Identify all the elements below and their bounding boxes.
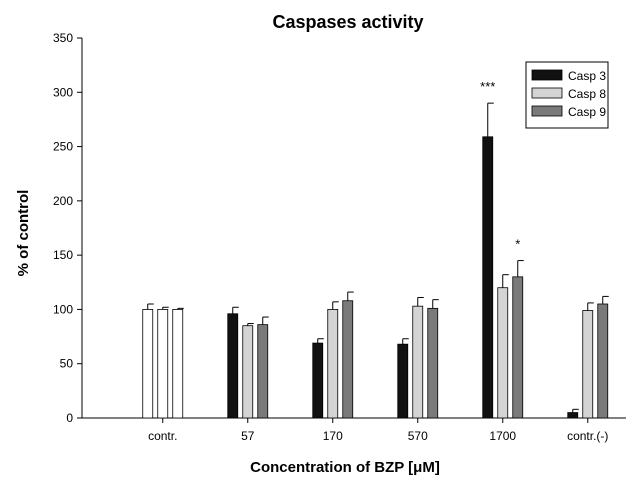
bar — [142, 309, 154, 419]
x-axis-label: Concentration of BZP [μM] — [250, 459, 440, 476]
bar — [342, 300, 354, 419]
significance-marker: * — [515, 237, 520, 252]
bar — [397, 343, 409, 419]
plot-area: 0 50 100 150 200 250 300 350 contr. 57 170 570 1700 *… — [53, 31, 626, 443]
legend-swatch — [531, 105, 563, 117]
bar — [412, 305, 424, 419]
chart-title: Caspases activity — [272, 12, 423, 32]
legend-label: Casp 9 — [568, 105, 606, 119]
y-tick-label: 150 — [53, 248, 73, 262]
legend-swatch — [531, 87, 563, 99]
legend-label: Casp 3 — [568, 69, 606, 83]
y-tick-label: 50 — [60, 357, 74, 371]
legend-label: Casp 8 — [568, 87, 606, 101]
x-tick-label: 1700 — [489, 429, 516, 443]
x-tick-label: contr.(-) — [567, 429, 608, 443]
bar — [567, 412, 579, 419]
x-tick-label: 57 — [241, 429, 255, 443]
y-tick-label: 350 — [53, 31, 73, 45]
bar — [497, 287, 509, 419]
bar — [512, 276, 524, 419]
bar — [157, 309, 169, 419]
y-tick-label: 0 — [66, 411, 73, 425]
bar — [242, 325, 254, 419]
bar — [597, 303, 609, 419]
y-tick-label: 250 — [53, 140, 73, 154]
bar — [312, 342, 324, 419]
significance-marker: *** — [480, 79, 495, 94]
bar — [172, 309, 184, 419]
legend-swatch — [531, 69, 563, 81]
bar — [327, 309, 339, 419]
x-tick-label: 170 — [323, 429, 343, 443]
y-tick-label: 300 — [53, 85, 73, 99]
bar — [582, 310, 594, 419]
y-tick-label: 200 — [53, 194, 73, 208]
bar — [482, 136, 494, 419]
y-tick-label: 100 — [53, 302, 73, 316]
bar — [227, 313, 239, 419]
y-axis-label: % of control — [15, 190, 32, 277]
bar — [257, 324, 269, 419]
x-tick-label: 570 — [408, 429, 428, 443]
bar — [427, 307, 439, 419]
x-tick-label: contr. — [148, 429, 177, 443]
